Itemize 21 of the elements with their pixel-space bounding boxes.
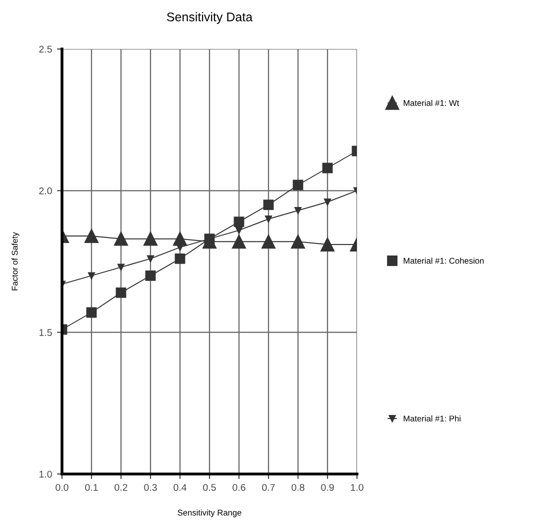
x-tick-label: 0.7: [262, 484, 275, 491]
x-tick-label: 0.5: [203, 484, 216, 491]
x-axis-title: Sensitivity Range: [178, 509, 242, 518]
x-tick-label: 0.2: [114, 484, 128, 491]
y-tick-label: 1.0: [40, 470, 52, 478]
x-tick-label: 0.8: [292, 484, 304, 491]
x-tick-label: 0.0: [56, 484, 68, 491]
legend-label: Material #1: Cohesion: [404, 258, 484, 264]
legend-label: Material #1: Phi: [404, 415, 460, 422]
x-tick-label: 0.1: [85, 484, 98, 491]
x-tick-label: 0.3: [144, 484, 157, 491]
y-tick-label: 2.0: [39, 187, 52, 194]
chart-title: Sensitivity Data: [166, 12, 253, 24]
y-axis-title: Factor of Safety: [12, 232, 20, 290]
x-tick-label: 0.9: [321, 484, 334, 491]
y-tick-label: 1.5: [40, 329, 52, 336]
legend-label: Material #1: Wt: [404, 100, 460, 106]
x-tick-label: 1.0: [350, 484, 364, 491]
y-tick-label: 2.5: [39, 46, 52, 53]
x-tick-label: 0.4: [174, 484, 186, 491]
x-tick-label: 0.6: [232, 484, 246, 491]
